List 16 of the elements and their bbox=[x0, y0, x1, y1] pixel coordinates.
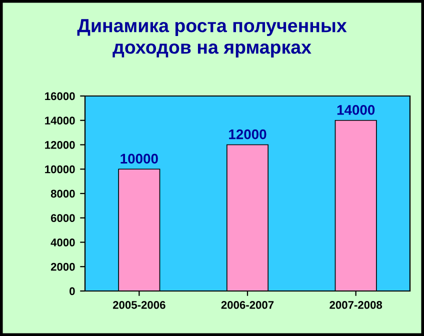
y-tick-label: 2000 bbox=[50, 262, 75, 271]
y-tick-label: 4000 bbox=[50, 238, 75, 246]
y-tick-label: 10000 bbox=[45, 165, 75, 174]
y-tick-label: 12000 bbox=[45, 141, 75, 149]
y-tick-label: 16000 bbox=[45, 92, 75, 100]
data-label: 12000 bbox=[229, 129, 266, 140]
x-tick-label: 2005-2006 bbox=[112, 301, 166, 309]
x-tick-label: 2006-2007 bbox=[221, 301, 274, 309]
y-tick-label: 8000 bbox=[50, 190, 75, 198]
chart-title: Динамика роста полученных доходов на ярмарках bbox=[77, 19, 347, 58]
data-label: 14000 bbox=[337, 105, 375, 115]
data-label: 10000 bbox=[120, 154, 158, 164]
y-tick-label: 6000 bbox=[50, 214, 75, 222]
y-tick-label: 0 bbox=[70, 287, 75, 296]
y-tick-label: 14000 bbox=[45, 116, 75, 125]
x-tick-label: 2007-2008 bbox=[330, 301, 382, 309]
